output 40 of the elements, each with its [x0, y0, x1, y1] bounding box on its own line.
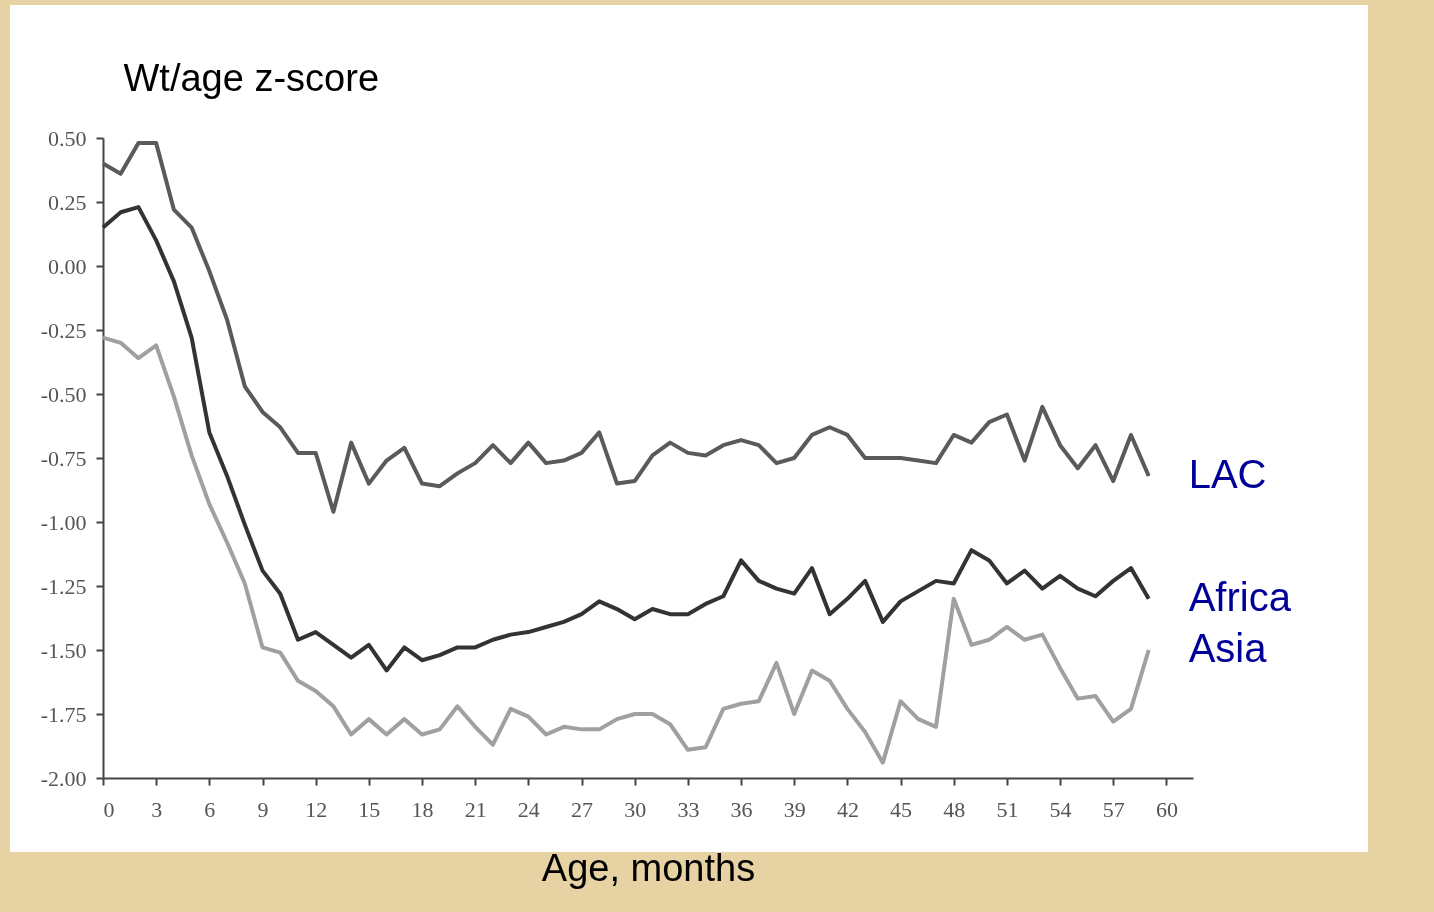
y-tick-label: 0.50: [48, 125, 87, 151]
x-tick-label: 15: [358, 796, 381, 822]
x-tick-label: 42: [836, 796, 859, 822]
x-tick-label: 9: [257, 796, 269, 822]
y-tick-label: -0.25: [40, 317, 87, 343]
x-tick-label: 3: [151, 796, 163, 822]
series-label: Asia: [1188, 626, 1268, 670]
x-tick-label: 45: [890, 796, 913, 822]
line-series: [101, 335, 1151, 765]
line-series: [101, 205, 1151, 673]
x-tick-label: 54: [1049, 796, 1072, 822]
y-tick-label: 0.25: [48, 189, 87, 215]
y-tick-label: -2.00: [40, 765, 87, 791]
x-tick-label: 57: [1102, 796, 1125, 822]
x-tick-label: 27: [571, 796, 594, 822]
x-tick-label: 6: [204, 796, 216, 822]
x-tick-label: 39: [783, 796, 806, 822]
x-tick-label: 18: [411, 796, 434, 822]
y-tick-label: -1.50: [40, 637, 87, 663]
x-tick-label: 0: [103, 796, 115, 822]
x-tick-label: 48: [943, 796, 966, 822]
y-tick-label: 0.00: [48, 253, 87, 279]
x-tick-label: 36: [730, 796, 753, 822]
x-tick-label: 24: [517, 796, 540, 822]
x-axis-title: Age, months: [541, 846, 756, 889]
x-tick-label: 21: [464, 796, 487, 822]
line-series: [101, 141, 1151, 514]
x-tick-label: 30: [624, 796, 647, 822]
x-tick-label: 51: [996, 796, 1019, 822]
x-tick-label: 12: [305, 796, 328, 822]
y-tick-label: -1.00: [40, 509, 87, 535]
series-label: LAC: [1188, 451, 1267, 496]
x-tick-label: 60: [1155, 796, 1178, 822]
y-tick-label: -1.75: [40, 701, 87, 727]
y-tick-label: -0.50: [40, 381, 87, 407]
series-label: Africa: [1188, 574, 1292, 619]
x-tick-label: 33: [677, 796, 700, 822]
y-axis-title: Wt/age z-score: [123, 56, 380, 99]
y-tick-label: -0.75: [40, 445, 87, 471]
y-tick-label: -1.25: [40, 573, 87, 599]
